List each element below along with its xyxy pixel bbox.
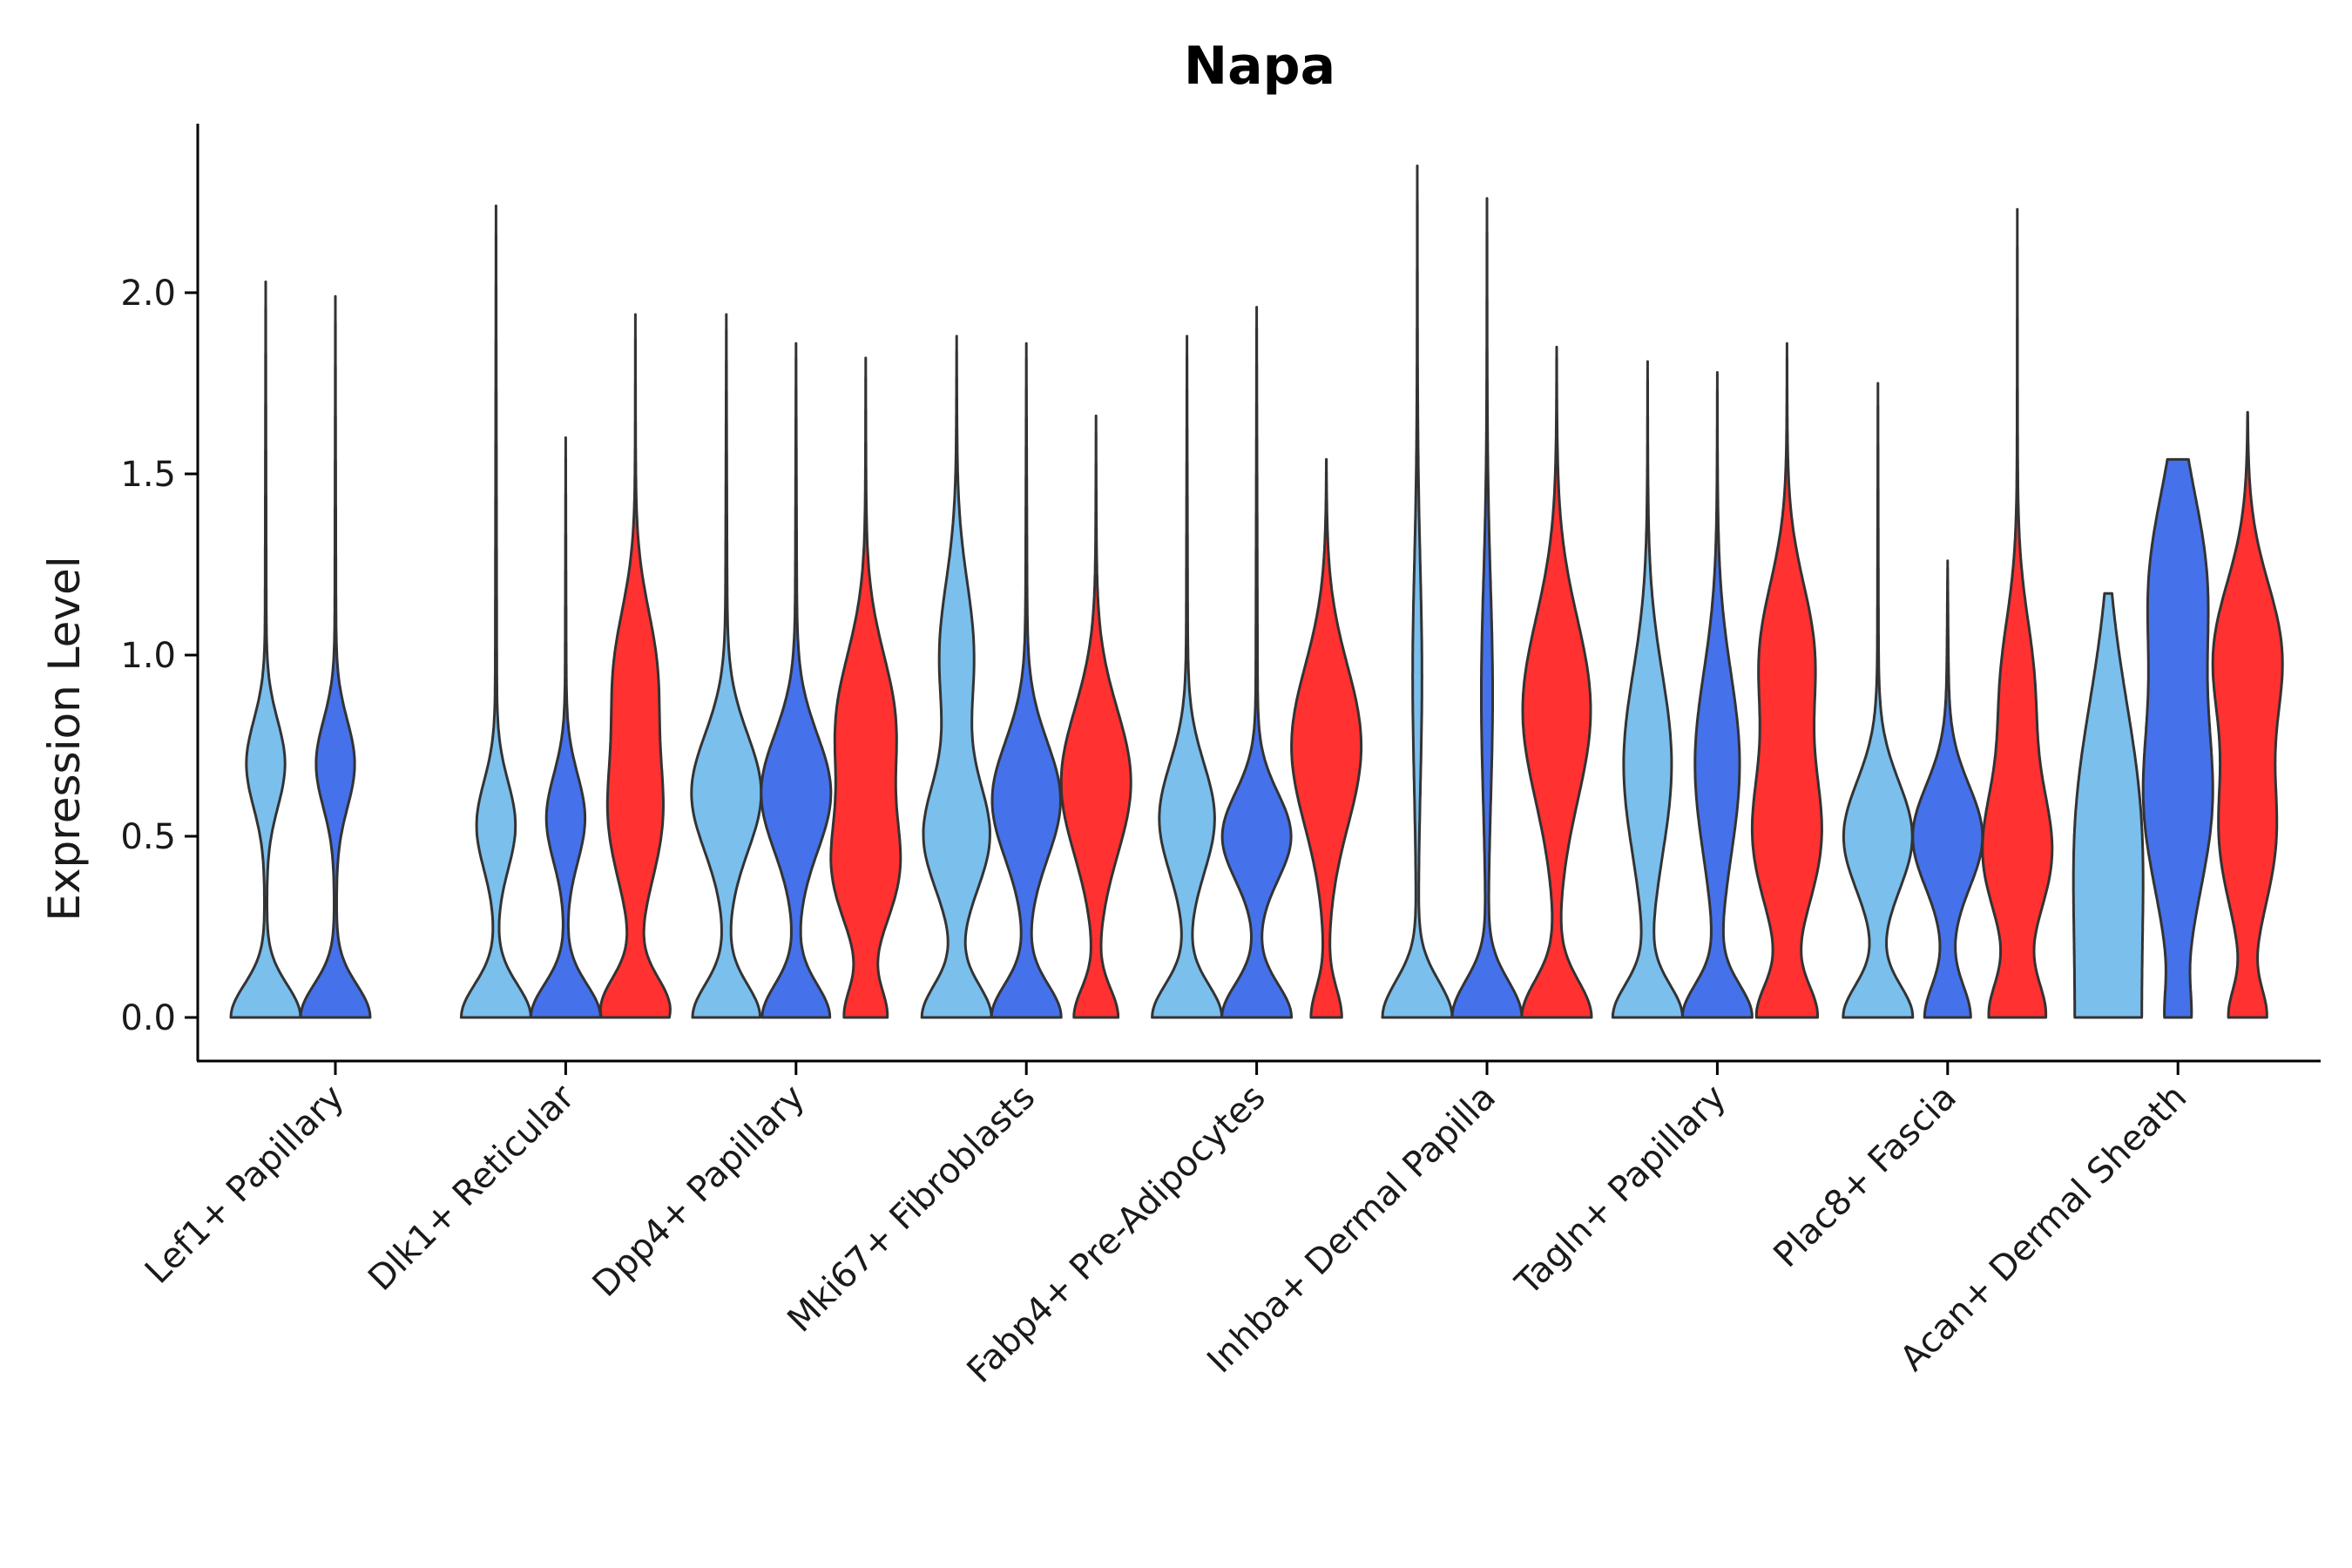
y-tick-label: 2.0 bbox=[120, 274, 176, 314]
chart-title: Napa bbox=[1184, 36, 1335, 97]
violin-8-0 bbox=[2072, 591, 2145, 1019]
violin-6-2 bbox=[1750, 341, 1823, 1019]
violin-1-0 bbox=[459, 204, 532, 1019]
violin-3-0 bbox=[920, 335, 993, 1019]
violin-4-0 bbox=[1151, 335, 1224, 1019]
y-tick-label: 0.0 bbox=[120, 998, 176, 1038]
violin-0-0 bbox=[229, 280, 302, 1019]
violin-0-1 bbox=[299, 294, 372, 1019]
violin-3-2 bbox=[1059, 414, 1132, 1019]
y-tick-label: 1.5 bbox=[120, 455, 176, 495]
violin-6-0 bbox=[1611, 360, 1684, 1019]
violin-group bbox=[229, 164, 2284, 1019]
violin-7-0 bbox=[1842, 382, 1915, 1019]
y-axis-title: Expression Level bbox=[39, 556, 90, 921]
violin-7-1 bbox=[1911, 559, 1984, 1019]
violin-7-2 bbox=[1981, 207, 2054, 1019]
violin-3-1 bbox=[990, 341, 1063, 1019]
violin-6-1 bbox=[1680, 371, 1754, 1019]
violin-2-2 bbox=[829, 356, 902, 1019]
violin-8-1 bbox=[2141, 457, 2214, 1019]
y-tick-group: 0.0 0.5 1.0 1.5 2.0 bbox=[120, 274, 198, 1038]
violin-5-2 bbox=[1520, 345, 1593, 1019]
violin-1-1 bbox=[529, 436, 602, 1019]
violin-5-0 bbox=[1381, 164, 1454, 1019]
violin-5-1 bbox=[1450, 197, 1524, 1019]
y-tick-label: 1.0 bbox=[120, 636, 176, 676]
violin-4-2 bbox=[1290, 457, 1363, 1019]
violin-2-1 bbox=[760, 341, 833, 1019]
axes-group bbox=[196, 124, 2321, 1063]
y-tick-label: 0.5 bbox=[120, 817, 176, 857]
violin-4-1 bbox=[1220, 306, 1294, 1019]
violin-8-2 bbox=[2211, 410, 2284, 1019]
violin-1-2 bbox=[598, 313, 672, 1019]
